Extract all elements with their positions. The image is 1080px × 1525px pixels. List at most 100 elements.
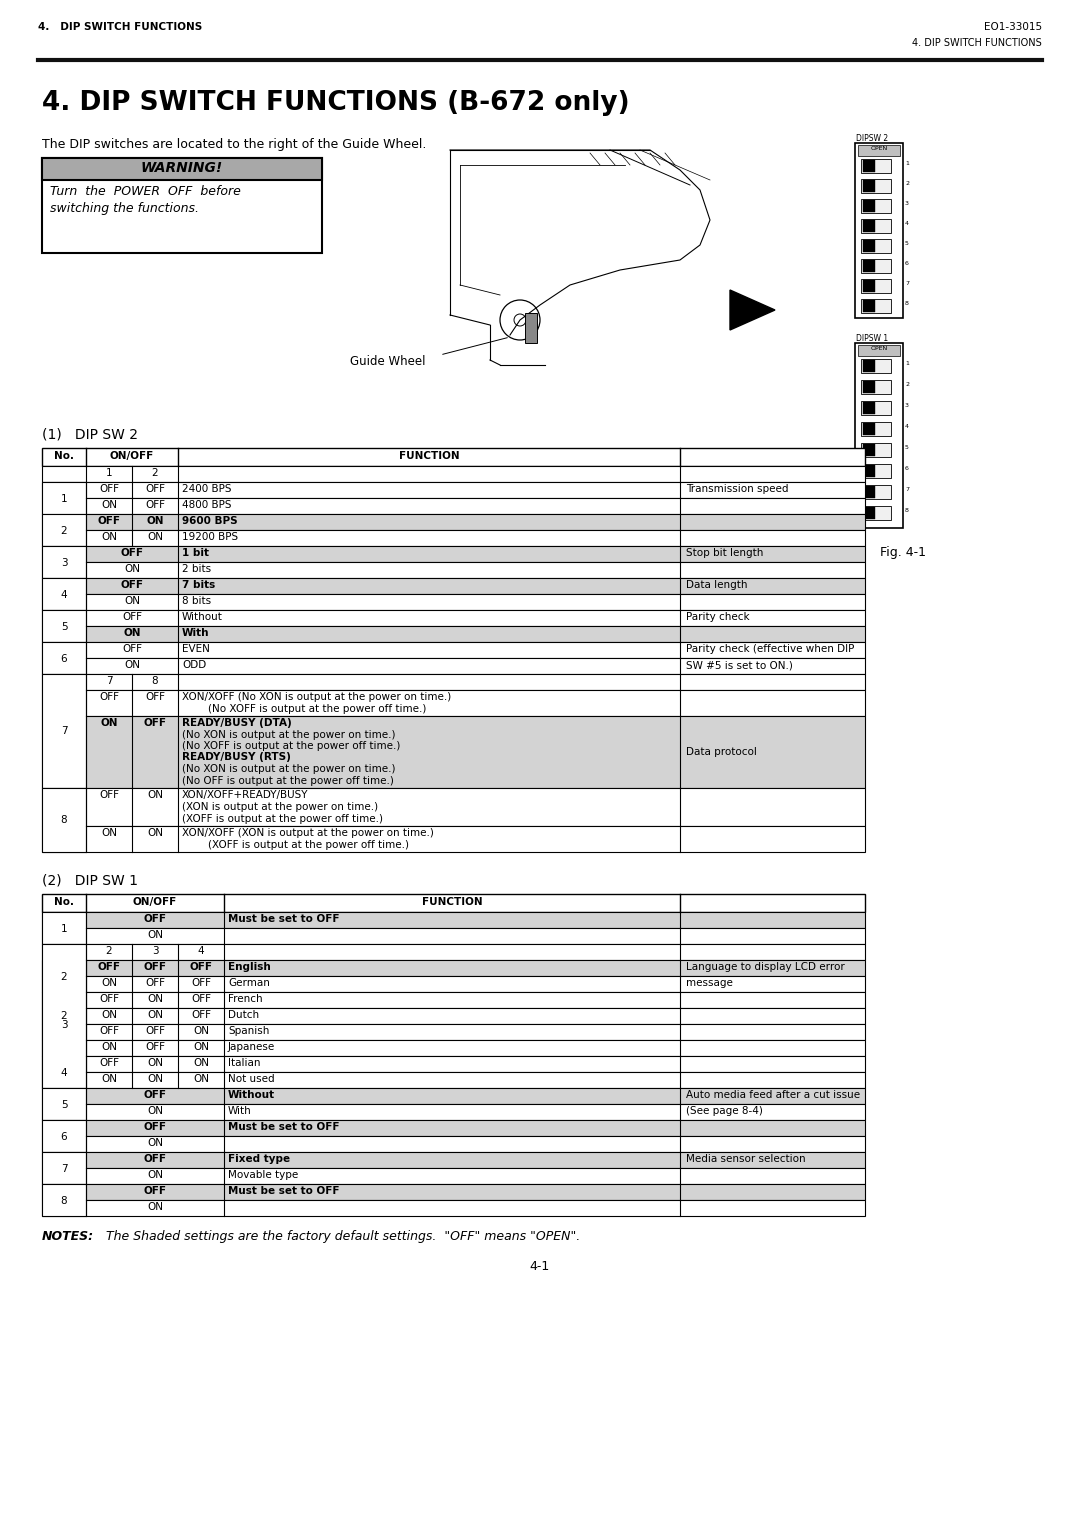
Bar <box>42 1183 865 1200</box>
Text: 4: 4 <box>60 590 67 599</box>
Text: 2400 BPS: 2400 BPS <box>183 483 231 494</box>
Text: Movable type: Movable type <box>228 1170 298 1180</box>
Bar <box>863 180 875 192</box>
Bar <box>42 159 322 253</box>
Text: 4: 4 <box>198 946 204 956</box>
Text: (XOFF is output at the power off time.): (XOFF is output at the power off time.) <box>208 840 409 849</box>
Text: The DIP switches are located to the right of the Guide Wheel.: The DIP switches are located to the righ… <box>42 137 427 151</box>
Bar <box>861 279 891 293</box>
Bar <box>42 944 86 1087</box>
Text: OFF: OFF <box>97 515 121 526</box>
Bar <box>861 299 891 313</box>
Text: Fig. 4-1: Fig. 4-1 <box>880 546 926 560</box>
Bar <box>42 482 86 514</box>
Bar <box>42 531 865 546</box>
Bar <box>42 689 865 717</box>
Text: ON: ON <box>102 1010 117 1020</box>
Text: ON: ON <box>147 532 163 541</box>
Bar <box>42 1168 865 1183</box>
Text: ON: ON <box>147 1138 163 1148</box>
Text: ON: ON <box>123 628 140 637</box>
Bar <box>863 422 875 435</box>
Bar <box>42 642 86 674</box>
Text: Language to display LCD error: Language to display LCD error <box>686 962 845 971</box>
Bar <box>855 343 903 528</box>
Polygon shape <box>730 290 775 329</box>
Bar <box>42 1151 86 1183</box>
Bar <box>858 145 900 156</box>
Text: NOTES:: NOTES: <box>42 1231 94 1243</box>
Bar <box>42 595 865 610</box>
Bar <box>42 1055 86 1087</box>
Bar <box>42 991 865 1008</box>
Text: 7: 7 <box>106 676 112 686</box>
Text: 4. DIP SWITCH FUNCTIONS (B-672 only): 4. DIP SWITCH FUNCTIONS (B-672 only) <box>42 90 630 116</box>
Text: 9600 BPS: 9600 BPS <box>183 515 238 526</box>
Bar <box>863 160 875 172</box>
Text: English: English <box>228 962 271 971</box>
Text: 2: 2 <box>106 946 112 956</box>
Text: ON: ON <box>147 1010 163 1020</box>
Text: OFF: OFF <box>99 994 119 1003</box>
Text: With: With <box>183 628 210 637</box>
Bar <box>42 578 86 610</box>
Text: OFF: OFF <box>99 1026 119 1035</box>
Text: 8: 8 <box>60 1196 67 1206</box>
Bar <box>42 467 865 482</box>
Text: 6: 6 <box>905 467 909 471</box>
Bar <box>42 499 865 514</box>
Text: 3: 3 <box>60 558 67 567</box>
Bar <box>42 514 86 546</box>
Text: ON: ON <box>147 828 163 839</box>
Text: ODD: ODD <box>183 660 206 669</box>
Bar <box>42 1183 86 1215</box>
Bar <box>42 563 865 578</box>
Text: ON: ON <box>147 1202 163 1212</box>
Text: Turn  the  POWER  OFF  before: Turn the POWER OFF before <box>50 185 241 198</box>
Text: 7: 7 <box>905 486 909 493</box>
Bar <box>861 485 891 499</box>
Text: 3: 3 <box>905 403 909 409</box>
Text: (No XON is output at the power on time.): (No XON is output at the power on time.) <box>183 764 395 775</box>
Text: WARNING!: WARNING! <box>140 162 224 175</box>
Text: OFF: OFF <box>191 994 211 1003</box>
Text: OFF: OFF <box>145 1042 165 1052</box>
Text: XON/XOFF (XON is output at the power on time.): XON/XOFF (XON is output at the power on … <box>183 828 434 839</box>
Text: Parity check (effective when DIP: Parity check (effective when DIP <box>686 644 854 654</box>
Text: ON: ON <box>147 994 163 1003</box>
Text: 4-1: 4-1 <box>530 1260 550 1273</box>
Text: 7 bits: 7 bits <box>183 580 215 590</box>
Text: 2 bits: 2 bits <box>183 564 211 573</box>
Text: OFF: OFF <box>145 1026 165 1035</box>
Text: 6: 6 <box>60 654 67 663</box>
Text: ON: ON <box>193 1058 210 1068</box>
Bar <box>42 657 865 674</box>
Bar <box>42 159 322 180</box>
Text: XON/XOFF+READY/BUSY: XON/XOFF+READY/BUSY <box>183 790 309 801</box>
Bar <box>861 401 891 415</box>
Text: OFF: OFF <box>97 962 121 971</box>
Text: (No XOFF is output at the power off time.): (No XOFF is output at the power off time… <box>183 741 401 750</box>
Text: DIPSW 2: DIPSW 2 <box>856 134 888 143</box>
Text: 2: 2 <box>905 381 909 387</box>
Text: EO1-33015: EO1-33015 <box>984 21 1042 32</box>
Text: ON/OFF: ON/OFF <box>133 897 177 907</box>
Text: READY/BUSY (RTS): READY/BUSY (RTS) <box>183 752 291 762</box>
Text: Must be set to OFF: Must be set to OFF <box>228 913 339 924</box>
Bar <box>42 1087 865 1104</box>
Text: OFF: OFF <box>122 644 141 654</box>
Bar <box>42 1151 865 1168</box>
Text: 7: 7 <box>60 726 67 737</box>
Text: XON/XOFF (No XON is output at the power on time.): XON/XOFF (No XON is output at the power … <box>183 692 451 702</box>
Text: Dutch: Dutch <box>228 1010 259 1020</box>
Text: ON: ON <box>147 1074 163 1084</box>
Text: ON: ON <box>193 1026 210 1035</box>
Text: French: French <box>228 994 262 1003</box>
Bar <box>863 381 875 393</box>
Text: OPEN: OPEN <box>870 346 888 351</box>
Text: Media sensor selection: Media sensor selection <box>686 1154 806 1164</box>
Text: (No OFF is output at the power off time.): (No OFF is output at the power off time.… <box>183 776 394 785</box>
Text: 4800 BPS: 4800 BPS <box>183 500 231 509</box>
Bar <box>861 464 891 477</box>
Text: ON: ON <box>147 1058 163 1068</box>
